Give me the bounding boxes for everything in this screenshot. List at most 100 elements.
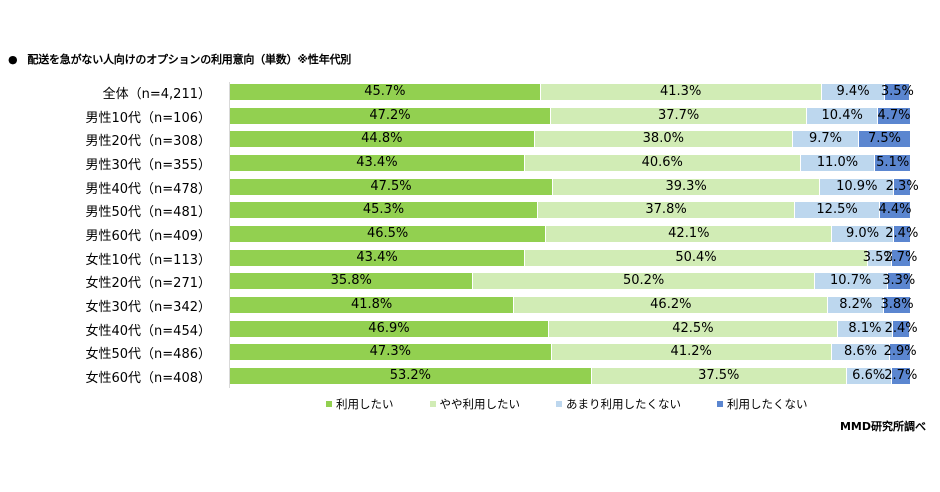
data-label: 39.3% xyxy=(665,178,707,194)
data-label: 41.3% xyxy=(660,84,702,99)
category-label: 男性10代（n=106） xyxy=(85,110,212,126)
bar-segment: 53.2% xyxy=(230,367,592,384)
bar-segment: 5.1% xyxy=(875,154,910,171)
data-label: 3.5% xyxy=(862,249,896,265)
data-label: 11.0% xyxy=(816,154,859,170)
bar-segment: 35.8% xyxy=(230,273,474,290)
category-label: 男性60代（n=409） xyxy=(85,228,212,244)
bar-segment: 45.7% xyxy=(230,84,541,100)
data-label: 10.4% xyxy=(821,107,863,123)
data-label: 37.8% xyxy=(645,202,687,218)
bar-segment: 43.4% xyxy=(230,249,526,266)
data-label: 46.9% xyxy=(368,320,410,336)
bar-segment: 42.5% xyxy=(548,320,838,337)
data-label: 50.4% xyxy=(675,249,717,265)
data-label: 2.4% xyxy=(885,225,919,241)
bar-row: 男性20代（n=308） 44.8% 38.0% 9.7% 7.5% xyxy=(0,131,940,149)
data-label: 3.3% xyxy=(882,273,916,289)
bar-segment: 2.9% xyxy=(884,344,917,361)
bar-row: 全体（n=4,211） 45.7% 41.3% 9.4% 3.5% xyxy=(0,84,940,102)
data-label: 2.7% xyxy=(884,367,918,383)
data-label: 37.7% xyxy=(657,107,700,123)
data-label: 47.3% xyxy=(369,344,411,360)
bar-segment: 2.3% xyxy=(886,178,919,195)
data-label: 4.4% xyxy=(878,202,912,218)
stacked-bar: 46.5% 42.1% 9.0% 2.4% xyxy=(230,225,918,242)
legend-item-somewhat-want: やや利用したい xyxy=(429,396,520,412)
source-note: MMD研究所調べ xyxy=(839,420,926,433)
category-axis-line xyxy=(229,82,230,388)
bar-segment: 40.6% xyxy=(524,154,801,171)
data-label: 12.5% xyxy=(816,202,858,218)
bar-row: 女性20代（n=271） 35.8% 50.2% 10.7% 3.3% xyxy=(0,273,940,292)
bar-segment: 10.7% xyxy=(814,273,888,290)
data-label: 38.0% xyxy=(642,131,684,147)
data-label: 9.4% xyxy=(836,84,870,99)
data-label: 8.2% xyxy=(839,296,873,312)
bar-segment: 37.7% xyxy=(550,107,808,124)
legend-item-not-want: 利用したくない xyxy=(717,396,808,412)
stacked-bar: 44.8% 38.0% 9.7% 7.5% xyxy=(230,131,910,148)
data-label: 47.5% xyxy=(370,178,412,194)
data-label: 3.8% xyxy=(880,296,914,312)
data-label: 6.6% xyxy=(852,367,886,383)
category-label: 女性20代（n=271） xyxy=(85,276,212,292)
bar-segment: 9.4% xyxy=(821,84,886,100)
bar-segment: 50.4% xyxy=(525,249,868,266)
stacked-bar: 46.9% 42.5% 8.1% 2.4% xyxy=(230,320,918,337)
bar-segment: 3.5% xyxy=(863,249,896,266)
bar-row: 女性10代（n=113） 43.4% 50.4% 3.5% 2.7% xyxy=(0,249,940,268)
stacked-bar: 47.2% 37.7% 10.4% 4.7% xyxy=(230,107,911,124)
bar-row: 男性40代（n=478） 47.5% 39.3% 10.9% 2.3% xyxy=(0,178,940,197)
data-label: 9.7% xyxy=(808,131,842,147)
stacked-bar: 41.8% 46.2% 8.2% 3.8% xyxy=(230,296,914,313)
bar-segment: 46.9% xyxy=(230,320,549,337)
bar-row: 男性60代（n=409） 46.5% 42.1% 9.0% 2.4% xyxy=(0,225,940,244)
data-label: 44.8% xyxy=(361,131,403,147)
bar-segment: 4.7% xyxy=(877,107,911,124)
bar-segment: 2.4% xyxy=(885,225,918,242)
bar-segment: 8.2% xyxy=(828,296,885,313)
data-label: 45.3% xyxy=(362,202,405,218)
stacked-bar: 47.3% 41.2% 8.6% 2.9% xyxy=(230,344,917,361)
bar-row: 女性60代（n=408） 53.2% 37.5% 6.6% 2.7% xyxy=(0,367,940,386)
category-label: 男性40代（n=478） xyxy=(85,181,212,197)
stacked-bar: 35.8% 50.2% 10.7% 3.3% xyxy=(230,273,915,290)
bar-segment: 46.5% xyxy=(230,225,547,242)
data-label: 8.6% xyxy=(844,344,878,360)
data-label: 46.5% xyxy=(366,225,409,241)
bar-segment: 44.8% xyxy=(230,131,535,148)
bar-segment: 42.1% xyxy=(546,225,833,242)
category-label: 女性30代（n=342） xyxy=(85,299,212,315)
bar-row: 男性30代（n=355） 43.4% 40.6% 11.0% 5.1% xyxy=(0,154,940,173)
category-label: 女性50代（n=486） xyxy=(85,347,212,363)
data-label: 10.9% xyxy=(836,178,878,194)
bar-segment: 39.3% xyxy=(553,178,821,195)
data-label: 2.3% xyxy=(885,178,919,194)
data-label: 2.9% xyxy=(883,344,917,360)
bar-segment: 4.4% xyxy=(878,202,912,219)
chart-title-text: 配送を急がない人向けのオプションの利用意向（単数）※性年代別 xyxy=(27,53,352,66)
data-label: 10.7% xyxy=(830,273,872,289)
data-label: 46.2% xyxy=(650,296,692,312)
category-label: 男性30代（n=355） xyxy=(85,157,212,173)
data-label: 41.8% xyxy=(350,296,393,312)
data-label: 8.1% xyxy=(848,320,882,336)
bar-segment: 2.7% xyxy=(884,367,917,384)
bar-segment: 10.4% xyxy=(807,107,879,124)
data-label: 43.4% xyxy=(356,249,398,265)
bar-segment: 2.4% xyxy=(885,320,918,337)
chart-title: ● 配送を急がない人向けのオプションの利用意向（単数）※性年代別 xyxy=(8,51,351,67)
data-label: 2.4% xyxy=(884,320,918,336)
data-label: 40.6% xyxy=(641,154,683,170)
bar-segment: 45.3% xyxy=(230,202,539,219)
bar-segment: 41.8% xyxy=(230,296,515,313)
bar-segment: 6.6% xyxy=(846,367,892,384)
stacked-bar: 43.4% 50.4% 3.5% 2.7% xyxy=(230,249,917,266)
category-label: 全体（n=4,211） xyxy=(102,87,211,102)
category-label: 女性10代（n=113） xyxy=(85,252,212,268)
bar-segment: 7.5% xyxy=(858,131,910,148)
stacked-bar: 43.4% 40.6% 11.0% 5.1% xyxy=(230,154,910,171)
data-label: 45.7% xyxy=(364,84,406,99)
legend-item-not-really-want: あまり利用したくない xyxy=(556,396,681,412)
